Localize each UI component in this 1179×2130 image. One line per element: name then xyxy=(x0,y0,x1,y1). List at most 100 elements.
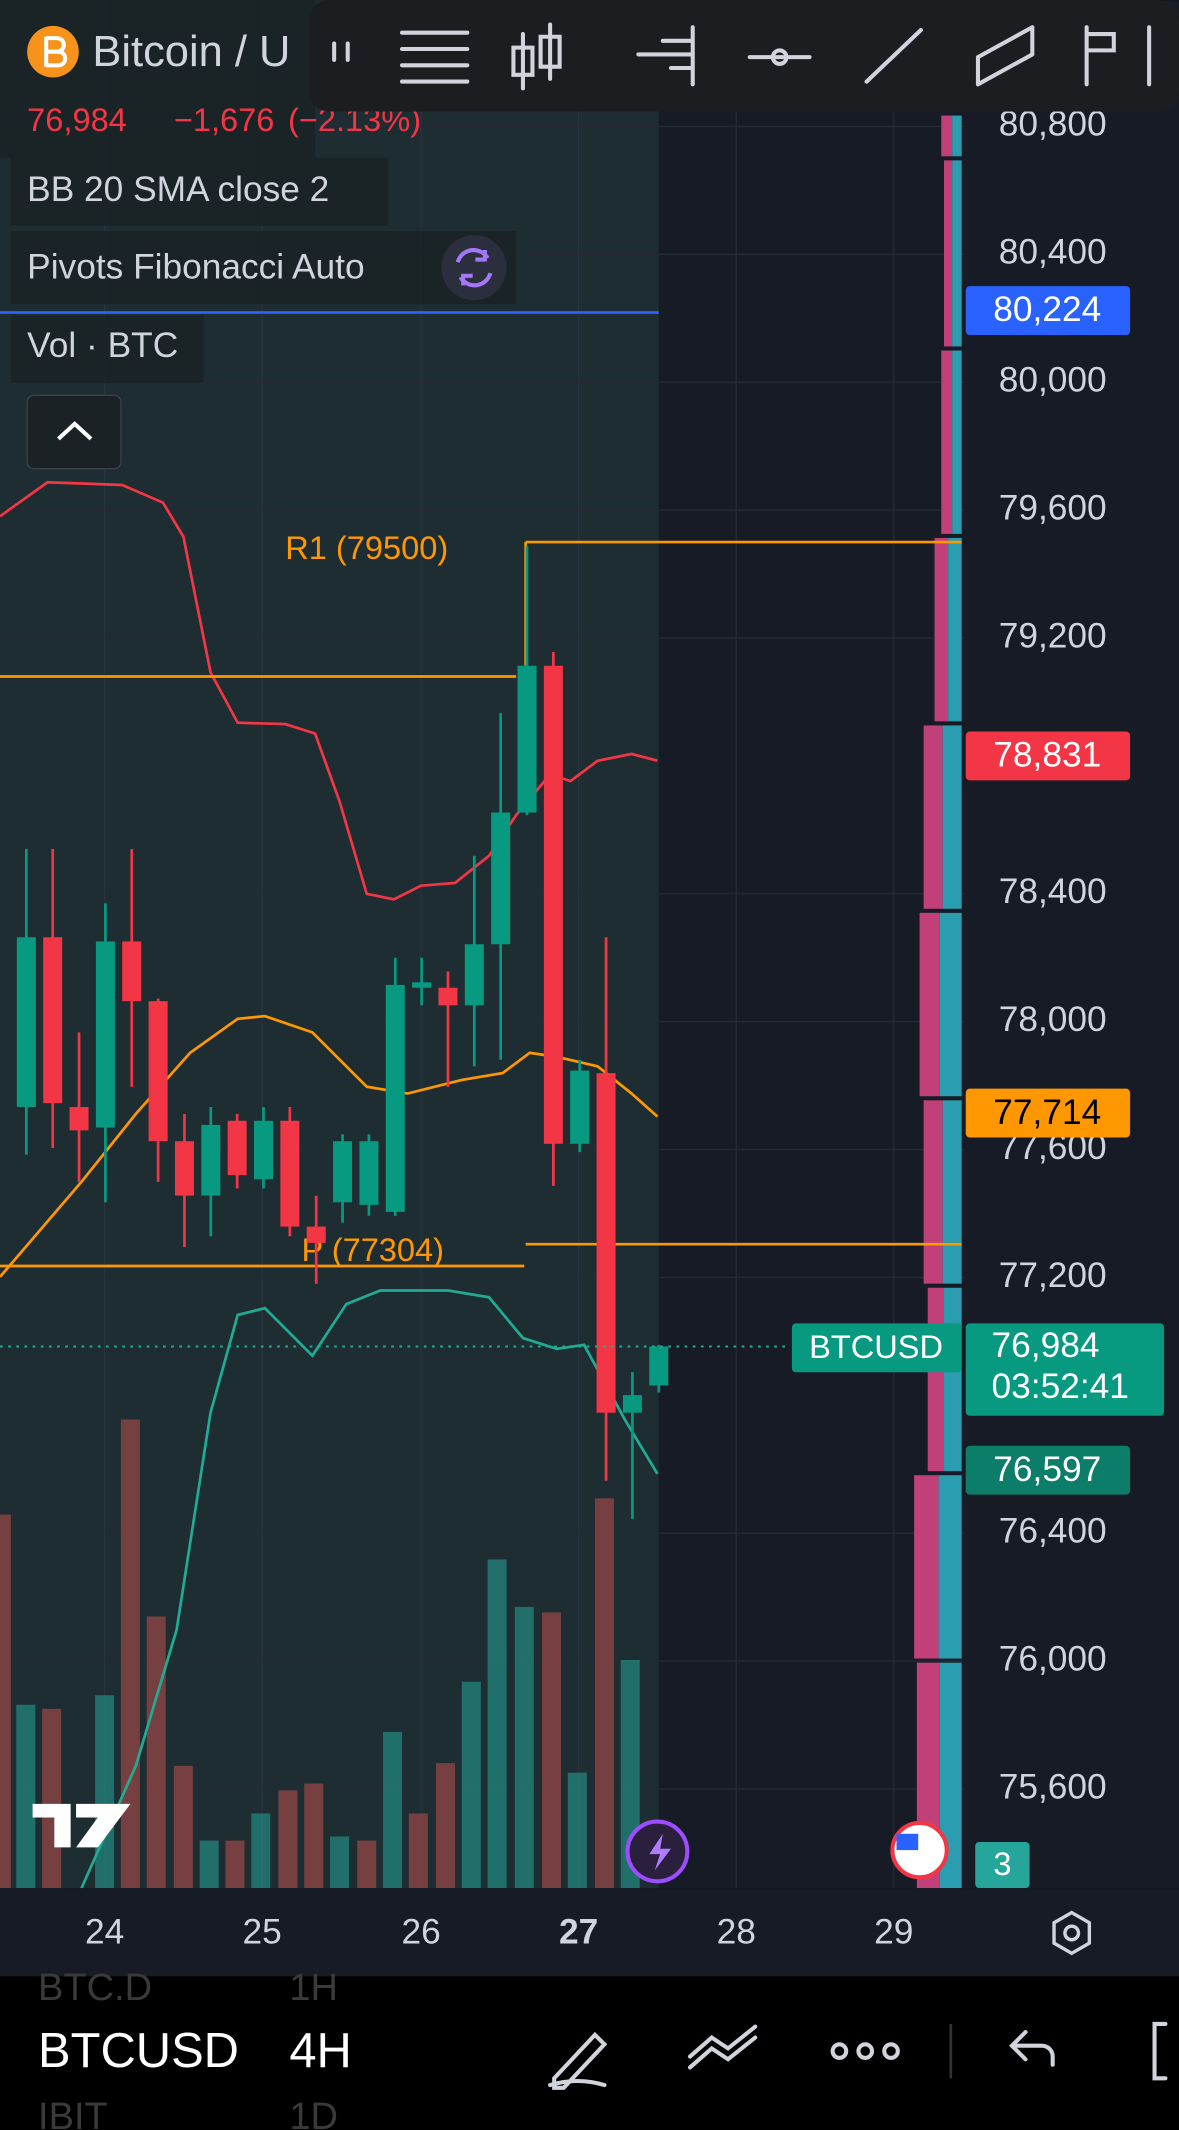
symbol-selector[interactable]: BTCUSD xyxy=(38,2024,239,2078)
legend-bg xyxy=(10,231,517,305)
price-axis: 80,80080,40080,00079,60079,20078,40078,0… xyxy=(999,105,1107,1807)
toolbar-icons[interactable] xyxy=(332,22,1152,91)
candle-body xyxy=(464,944,484,1006)
profile-bar xyxy=(944,160,953,347)
coin-glyph xyxy=(44,36,68,68)
legend-volume[interactable]: Vol · BTC xyxy=(27,326,178,365)
price-tag-label: 77,714 xyxy=(993,1093,1101,1132)
candle-body xyxy=(148,1001,168,1142)
volume-bar xyxy=(278,1790,298,1889)
fullscreen-button[interactable] xyxy=(1152,2021,1168,2081)
profile-bar xyxy=(944,1287,962,1472)
price-tag-label: 76,597 xyxy=(993,1450,1101,1489)
next-interval[interactable]: 1D xyxy=(289,2096,338,2130)
candle-body xyxy=(69,1107,89,1131)
pivot-label: R1 (79500) xyxy=(285,529,448,566)
volume-bar xyxy=(304,1783,324,1889)
header-change: −1,676 xyxy=(174,101,275,138)
price-tag xyxy=(965,1088,1131,1138)
profile-bar xyxy=(923,1100,943,1284)
undo-button[interactable] xyxy=(1009,2030,1055,2067)
price-tags: 80,224 78,831 77,714 76,597 BTCUSD 76,98403:5… xyxy=(791,286,1165,1495)
price-tick-label: 75,600 xyxy=(999,1767,1107,1806)
price-tag-label: 80,224 xyxy=(993,290,1101,329)
profile-bar xyxy=(927,1287,945,1472)
chevron-up xyxy=(57,421,93,441)
profile-bar xyxy=(919,912,940,1097)
tool-lines[interactable] xyxy=(400,30,470,84)
volume-bar xyxy=(225,1840,245,1889)
tv-logo[interactable] xyxy=(32,1803,131,1848)
legend-pivots[interactable]: Pivots Fibonacci Auto xyxy=(27,247,364,286)
prev-interval[interactable]: 1H xyxy=(289,1967,338,2009)
lightning-icon xyxy=(649,1833,671,1871)
candle-body xyxy=(227,1120,247,1176)
candle-body xyxy=(570,1070,590,1144)
volume-bar xyxy=(120,1419,140,1889)
legend-bg xyxy=(10,157,389,226)
symbol-tag-label: BTCUSD xyxy=(809,1328,943,1365)
profile-bar xyxy=(948,537,962,722)
date-label: 28 xyxy=(717,1913,756,1952)
profile-bar xyxy=(941,115,953,157)
symbol-title[interactable]: Bitcoin / U xyxy=(92,28,290,76)
date-label: 29 xyxy=(874,1913,913,1952)
profile-bar xyxy=(914,1475,939,1659)
events-badge[interactable] xyxy=(975,1841,1030,1889)
candles xyxy=(16,546,669,1519)
drag-handle[interactable] xyxy=(332,41,350,62)
candle-body xyxy=(201,1124,221,1196)
volume-bar xyxy=(173,1765,193,1889)
tool-hline[interactable] xyxy=(747,48,812,66)
candle-body xyxy=(122,941,142,1002)
tool-trend[interactable] xyxy=(864,27,923,84)
price-tick-label: 76,400 xyxy=(999,1512,1107,1551)
candle-body xyxy=(43,937,63,1104)
templates-button[interactable] xyxy=(687,2024,758,2070)
volume-bar xyxy=(330,1836,350,1889)
profile-bar xyxy=(941,350,953,534)
candle-body xyxy=(622,1395,642,1413)
symbol-tag xyxy=(791,1323,962,1373)
candle-body xyxy=(543,665,563,1144)
draw-button[interactable] xyxy=(548,2031,608,2090)
tool-candles[interactable] xyxy=(511,22,562,91)
volume-bar xyxy=(436,1763,456,1889)
candle-body xyxy=(649,1346,669,1386)
tool-more[interactable] xyxy=(1084,25,1152,87)
tool-profile[interactable] xyxy=(636,25,695,87)
date-label: 27 xyxy=(559,1913,598,1952)
collapse-button[interactable] xyxy=(26,394,122,470)
volume-bar xyxy=(567,1772,587,1889)
settings-icon[interactable] xyxy=(1052,1910,1092,1956)
legend-bg xyxy=(10,315,204,384)
interval-selector[interactable]: 4H xyxy=(289,2024,351,2078)
volume-bar xyxy=(357,1840,377,1889)
more-button[interactable] xyxy=(830,2042,900,2060)
volume-bar xyxy=(42,1708,62,1889)
profile-bar xyxy=(939,912,962,1097)
price-tick-label: 76,000 xyxy=(999,1639,1107,1678)
profile-bar xyxy=(942,725,962,909)
events-count: 3 xyxy=(993,1845,1011,1882)
tool-channel[interactable] xyxy=(975,25,1035,87)
candle-body xyxy=(438,987,458,1006)
candle-body xyxy=(359,1141,379,1205)
flag-part xyxy=(896,1833,919,1851)
refresh-button[interactable] xyxy=(441,235,507,301)
legend-bb[interactable]: BB 20 SMA close 2 xyxy=(27,170,329,209)
volume-bar xyxy=(199,1840,219,1889)
price-tag xyxy=(965,731,1131,781)
profile-bar xyxy=(952,115,962,157)
volume-bar xyxy=(146,1616,166,1889)
profile-bar xyxy=(942,1100,962,1284)
profile-bar xyxy=(923,725,943,909)
next-symbol[interactable]: IBIT xyxy=(38,2096,108,2130)
prev-symbol[interactable]: BTC.D xyxy=(38,1967,152,2009)
price-tick-label: 79,200 xyxy=(999,616,1107,655)
price-tick-label: 78,400 xyxy=(999,872,1107,911)
candle-body xyxy=(412,982,432,988)
price-tag xyxy=(965,1445,1131,1495)
volume-bar xyxy=(408,1813,428,1889)
candle-body xyxy=(333,1141,353,1203)
